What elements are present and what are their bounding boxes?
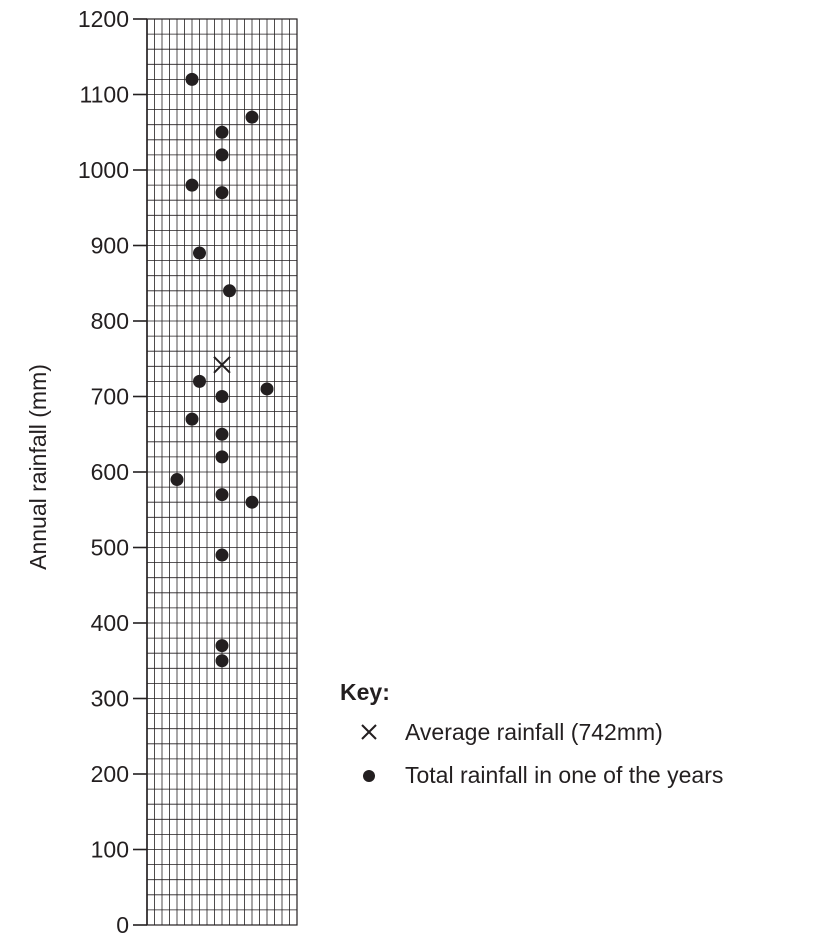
y-tick-label: 0 bbox=[116, 912, 129, 938]
rainfall-point bbox=[215, 427, 229, 441]
y-axis-title: Annual rainfall (mm) bbox=[25, 364, 51, 570]
rainfall-point bbox=[193, 246, 206, 260]
rainfall-point bbox=[193, 374, 206, 388]
rainfall-point bbox=[260, 382, 274, 396]
rainfall-point bbox=[185, 178, 199, 192]
y-tick-label: 1100 bbox=[80, 82, 129, 108]
y-tick-label: 400 bbox=[91, 610, 129, 636]
rainfall-point bbox=[245, 110, 259, 124]
rainfall-point bbox=[215, 125, 229, 139]
dot-icon bbox=[363, 770, 375, 782]
rainfall-point bbox=[215, 548, 229, 562]
rainfall-point bbox=[215, 450, 229, 464]
y-tick-label: 700 bbox=[91, 384, 129, 410]
rainfall-point bbox=[223, 284, 236, 298]
y-tick-label: 200 bbox=[91, 761, 129, 787]
rainfall-point bbox=[215, 488, 229, 502]
rainfall-point bbox=[215, 639, 229, 653]
grid bbox=[146, 18, 298, 926]
rainfall-point bbox=[215, 654, 229, 668]
rainfall-point bbox=[185, 412, 199, 426]
key: Key: Average rainfall (742mm) Total rain… bbox=[340, 679, 723, 788]
y-tick-labels: 0 100 200 300 400 500 600 700 800 900 1000 1100 1200 bbox=[78, 6, 129, 938]
y-tick-label: 1200 bbox=[78, 6, 129, 32]
y-tick-label: 600 bbox=[91, 459, 129, 485]
average-cross bbox=[213, 356, 231, 374]
key-item-average: Average rainfall (742mm) bbox=[361, 719, 663, 745]
average-marker bbox=[213, 356, 231, 374]
key-label-total: Total rainfall in one of the years bbox=[405, 762, 723, 788]
data-points bbox=[170, 72, 274, 668]
cross-icon bbox=[361, 724, 377, 740]
y-tick-label: 1000 bbox=[78, 157, 129, 183]
y-tick-label: 300 bbox=[91, 686, 129, 712]
rainfall-point bbox=[215, 390, 229, 403]
y-axis bbox=[133, 18, 148, 926]
rainfall-point bbox=[215, 186, 229, 200]
rainfall-point bbox=[245, 495, 259, 509]
rainfall-point bbox=[185, 72, 199, 86]
y-tick-label: 100 bbox=[91, 837, 129, 863]
y-tick-label: 500 bbox=[91, 535, 129, 561]
rainfall-point bbox=[170, 473, 184, 487]
y-tick-label: 900 bbox=[91, 233, 129, 259]
rainfall-point bbox=[215, 148, 229, 162]
key-title: Key: bbox=[340, 679, 390, 705]
key-label-average: Average rainfall (742mm) bbox=[405, 719, 663, 745]
y-tick-label: 800 bbox=[91, 308, 129, 334]
key-item-total: Total rainfall in one of the years bbox=[363, 762, 723, 788]
